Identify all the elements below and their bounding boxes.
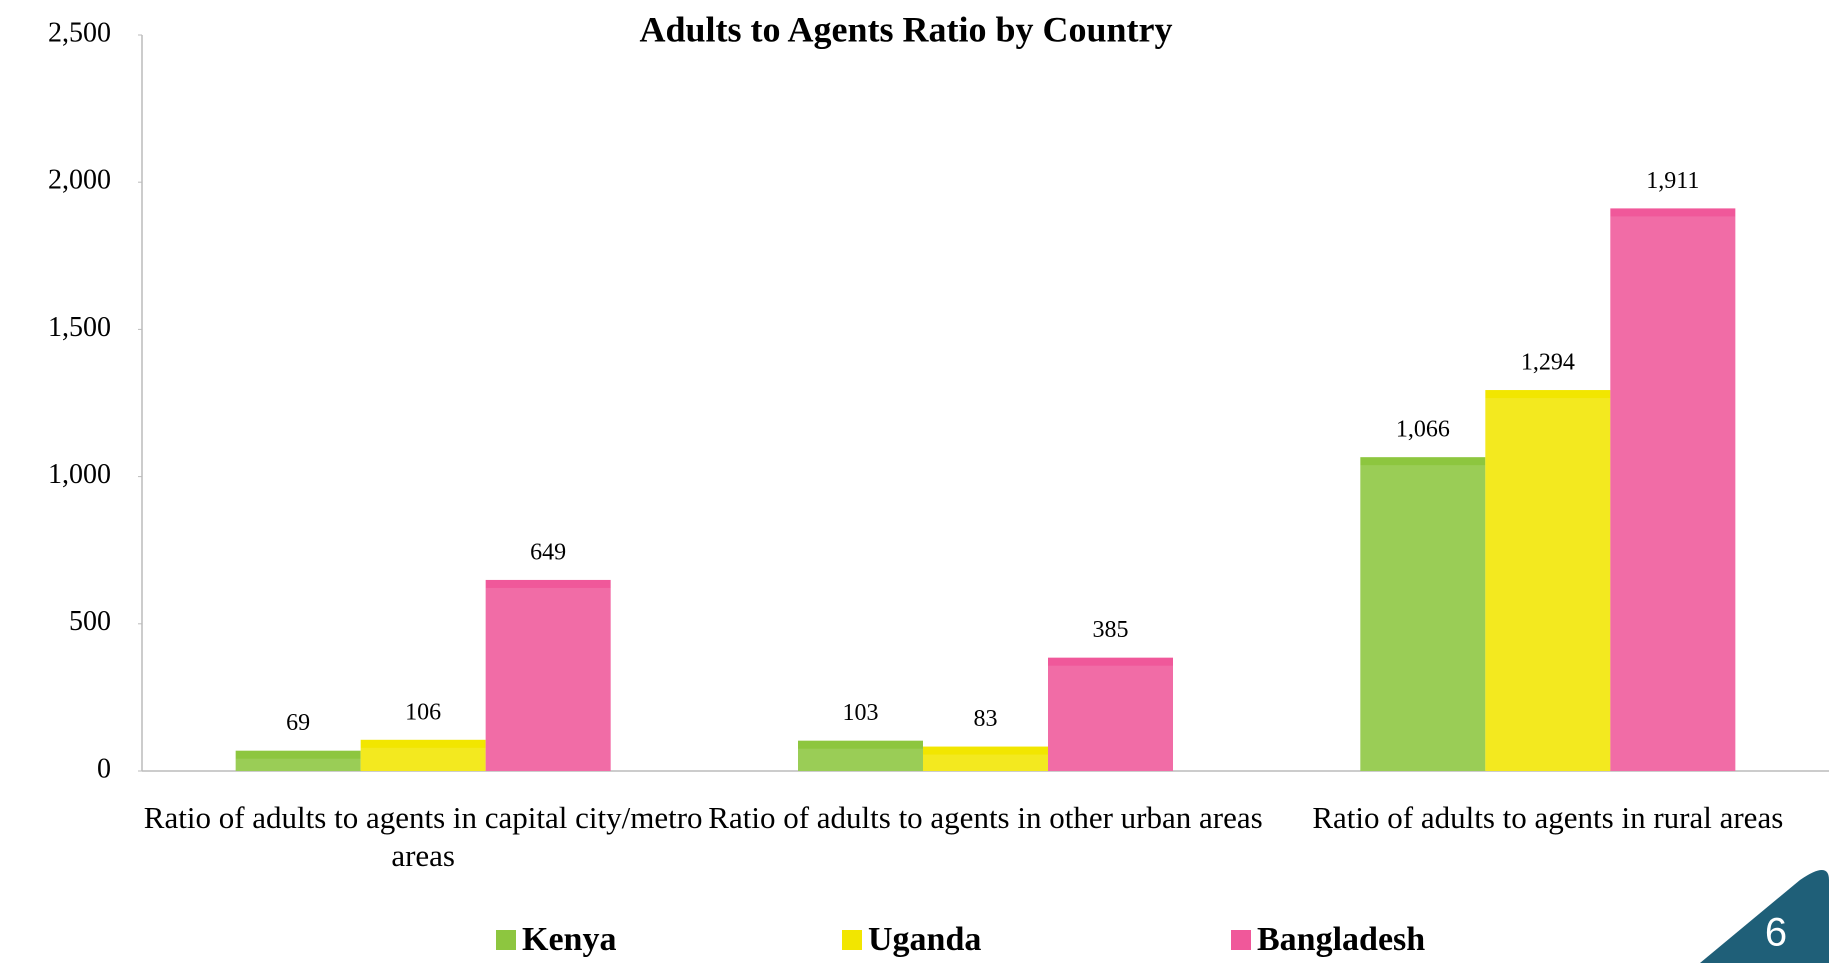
- data-label: 385: [1093, 617, 1129, 643]
- bar: [798, 740, 923, 771]
- bar: [1048, 657, 1173, 771]
- x-tick-label: Ratio of adults to agents in capital cit…: [143, 800, 703, 873]
- data-label: 1,294: [1521, 350, 1575, 376]
- bar: [485, 579, 611, 771]
- bar-highlight: [235, 758, 361, 771]
- y-tick-label: 2,000: [48, 165, 111, 196]
- y-tick-label: 0: [97, 753, 111, 784]
- data-label: 69: [286, 710, 310, 736]
- corner-shape: [1700, 870, 1829, 963]
- bar: [235, 750, 361, 771]
- data-label: 1,911: [1646, 168, 1699, 194]
- x-tick-label: Ratio of adults to agents in other urban…: [708, 800, 1263, 835]
- bar-highlight: [360, 747, 486, 771]
- data-label: 649: [530, 539, 566, 565]
- y-tick-label: 1,500: [48, 312, 111, 343]
- chart-title: Adults to Agents Ratio by Country: [639, 9, 1172, 49]
- bar: [1610, 208, 1736, 771]
- legend-swatch: [1231, 930, 1251, 950]
- data-label: 83: [974, 706, 998, 732]
- legend-label: Kenya: [522, 921, 616, 958]
- legend-swatch: [496, 930, 516, 950]
- legend-swatch: [842, 930, 862, 950]
- slide-number: 6: [1765, 911, 1787, 955]
- bar-highlight: [798, 748, 923, 771]
- data-label: 1,066: [1396, 417, 1450, 443]
- bar: [360, 739, 486, 771]
- bar-highlight: [1360, 465, 1486, 771]
- legend-label: Bangladesh: [1257, 921, 1425, 958]
- bar: [1360, 457, 1486, 771]
- bar: [923, 746, 1048, 771]
- bar-highlight: [1048, 665, 1173, 771]
- x-tick-label: Ratio of adults to agents in rural areas: [1312, 800, 1784, 835]
- data-label: 106: [405, 699, 441, 725]
- legend-label: Uganda: [868, 921, 981, 958]
- bar: [1485, 390, 1611, 771]
- bar-highlight: [1610, 216, 1736, 771]
- bar-highlight: [923, 754, 1048, 771]
- data-label: 103: [843, 700, 879, 726]
- y-tick-label: 500: [69, 606, 111, 637]
- y-tick-label: 1,000: [48, 459, 111, 490]
- y-tick-label: 2,500: [48, 17, 111, 48]
- bar-highlight: [1485, 398, 1611, 771]
- bar-highlight: [485, 587, 611, 771]
